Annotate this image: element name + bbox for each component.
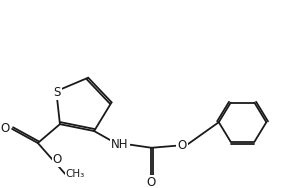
Text: O: O (1, 122, 10, 135)
Text: O: O (147, 176, 156, 188)
Text: O: O (178, 139, 187, 152)
Text: CH₃: CH₃ (65, 169, 85, 179)
Text: O: O (53, 153, 62, 166)
Text: S: S (54, 86, 61, 99)
Text: NH: NH (111, 138, 129, 151)
